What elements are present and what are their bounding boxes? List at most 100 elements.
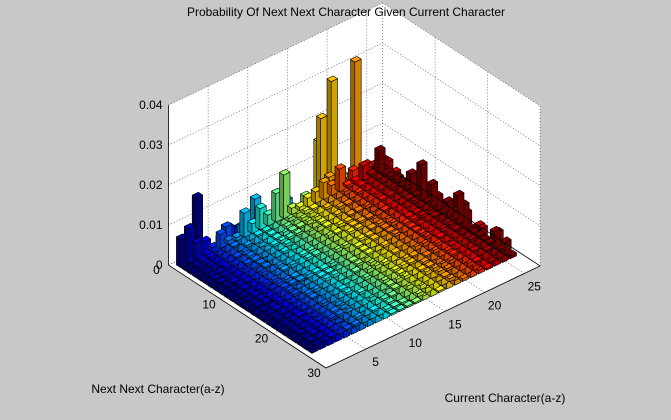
bar-top-face [442, 196, 454, 203]
bar-top-face [239, 207, 251, 214]
bar [223, 234, 235, 246]
y-axis-label: Next Next Character(a-z) [91, 382, 224, 396]
z-tick-label: 0 [156, 258, 163, 272]
bar-front-face [338, 166, 346, 193]
y-tick-label: 30 [307, 366, 321, 380]
axis-line [325, 265, 541, 369]
tick-labels: 5 10 15 20 25 0 10 20 30 0 0.01 0.02 0.03 0.04 [139, 98, 541, 380]
bar-top-face [184, 223, 196, 230]
bar-top-face [221, 221, 233, 228]
z-tick-label: 0.03 [139, 138, 163, 152]
bar-top-face [199, 235, 211, 243]
y-tick-label: 10 [202, 297, 216, 311]
bar [374, 144, 386, 174]
bar-side-face [239, 210, 245, 238]
bar [505, 249, 517, 260]
axis-labels: Probability Of Next Next Character Given… [91, 5, 565, 405]
bar-top-face [279, 169, 291, 176]
bar [379, 167, 391, 177]
bar-side-face [255, 205, 261, 231]
bar-front-face [410, 171, 418, 194]
bar [321, 220, 333, 229]
bar-side-face [192, 240, 197, 261]
bar [384, 279, 396, 288]
bar [184, 223, 196, 265]
bar-top-face [318, 177, 331, 184]
bar-top-face [215, 228, 227, 235]
bar-side-face [318, 180, 324, 200]
z-tick-label: 0.04 [139, 98, 163, 112]
x-tick-label: 5 [372, 355, 379, 369]
bar-front-face [420, 162, 428, 201]
x-tick-label: 15 [448, 317, 462, 331]
grid-line [168, 82, 541, 187]
bar [352, 240, 365, 249]
bar [489, 226, 502, 249]
bar-side-face [271, 190, 277, 223]
bar [349, 319, 361, 328]
x-tick-label: 25 [528, 280, 542, 294]
bar-side-face [334, 166, 340, 193]
bar [384, 171, 397, 181]
bar-top-face [255, 202, 267, 210]
bar-top-face [374, 144, 386, 152]
grid-line [168, 122, 541, 227]
axis-line [168, 264, 327, 369]
bar-front-face [457, 192, 465, 225]
bar-top-face [334, 163, 346, 170]
bar-front-face [494, 228, 502, 249]
bar [307, 292, 319, 301]
bar [366, 222, 378, 231]
chart-title: Probability Of Next Next Character Given… [187, 5, 505, 19]
bar [431, 237, 444, 247]
bar-top-face [358, 160, 370, 167]
bar [215, 228, 227, 249]
bar [358, 160, 370, 181]
bar-front-face [431, 181, 439, 208]
bar-front-face [378, 147, 386, 174]
bar [379, 222, 391, 231]
z-tick-label: 0.02 [139, 178, 163, 192]
y-tick-label: 0 [153, 263, 160, 277]
axis-line [382, 162, 541, 267]
z-tick-label: 0.01 [139, 218, 163, 232]
bar-top-face [405, 168, 418, 175]
bar [386, 290, 398, 299]
bar [434, 231, 446, 240]
grid-line [168, 42, 541, 147]
y-tick-label: 20 [255, 332, 269, 346]
bar [249, 254, 262, 263]
bar [495, 243, 507, 253]
bar [421, 195, 433, 205]
bar-side-face [176, 236, 181, 268]
bar-top-face [426, 178, 439, 186]
grid-line [168, 2, 541, 107]
bar [279, 169, 291, 219]
bar-side-face [374, 147, 380, 174]
bar [239, 207, 251, 238]
bar-top-face [191, 191, 203, 199]
bar-side-face [184, 226, 189, 265]
bars [176, 56, 517, 354]
bar-top-face [453, 189, 465, 197]
bar-top-face [326, 75, 338, 82]
bar-top-face [250, 193, 262, 200]
bar-top-face [350, 56, 362, 63]
x-axis-label: Current Character(a-z) [445, 391, 566, 405]
bar-top-face [316, 112, 328, 120]
bar-top-face [489, 226, 502, 233]
x-tick-label: 20 [488, 298, 502, 312]
bar [278, 264, 291, 273]
bar [479, 234, 491, 242]
bar [389, 282, 401, 291]
bar [199, 235, 211, 257]
bar [484, 237, 496, 246]
bar-top-face [416, 159, 428, 166]
bar-side-face [279, 172, 285, 219]
bar-top-face [476, 223, 488, 230]
axes-box [168, 105, 541, 369]
bar [334, 163, 346, 193]
x-tick-label: 10 [409, 336, 423, 350]
